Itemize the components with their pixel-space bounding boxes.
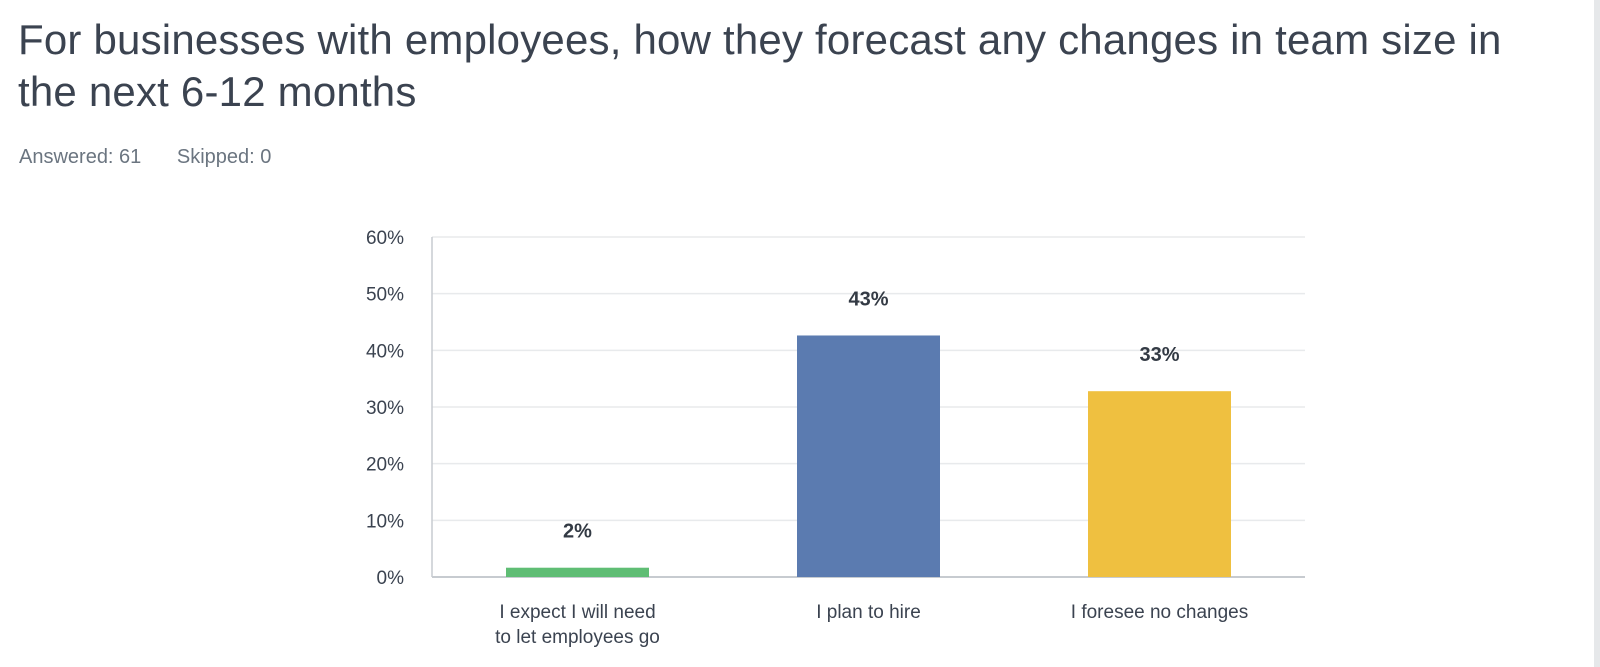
answered-count: Answered: 61 [19,146,142,168]
skipped-count: Skipped: 0 [176,146,272,168]
response-stats: Answered: 61 Skipped: 0 [19,146,301,169]
bar-layer [506,335,1231,577]
bar [1088,391,1231,577]
y-tick-label: 20% [366,455,404,476]
category-label: I plan to hire [816,602,921,623]
y-tick-label: 10% [366,511,404,532]
page-title: For businesses with employees, how they … [18,16,1502,115]
y-tick-label: 0% [377,568,405,589]
category-label: I expect I will need [499,602,655,623]
y-tick-label: 50% [366,285,404,306]
bar [506,567,649,577]
bar [797,335,940,577]
data-label: 33% [1139,344,1179,366]
category-label: I foresee no changes [1071,602,1248,623]
category-label: to let employees go [495,627,660,648]
right-border [1594,0,1600,667]
y-tick-label: 30% [366,398,404,419]
y-tick-label: 60% [366,228,404,249]
y-tick-label: 40% [366,341,404,362]
data-label: 2% [563,521,592,543]
label-layer: 2% I expect I will need to let employees g… [495,288,1248,648]
data-label: 43% [848,288,888,310]
